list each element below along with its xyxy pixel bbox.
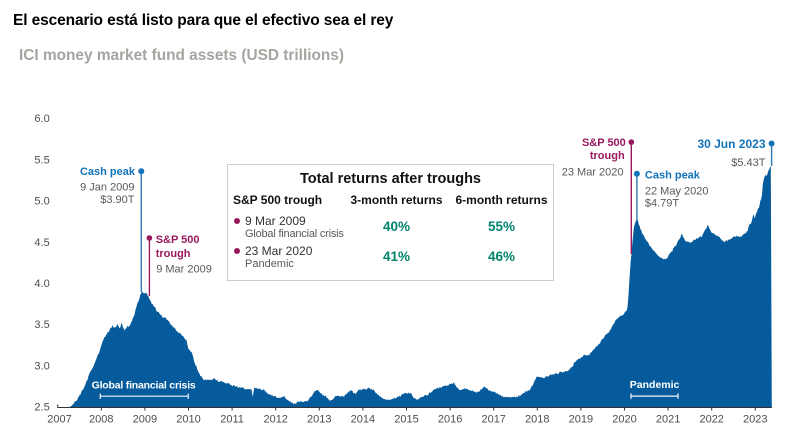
- svg-text:trough: trough: [156, 248, 191, 260]
- svg-text:2015: 2015: [394, 414, 418, 426]
- svg-text:trough: trough: [590, 150, 625, 162]
- svg-text:2.5: 2.5: [34, 402, 49, 414]
- svg-text:S&P 500: S&P 500: [156, 234, 200, 246]
- svg-text:3.0: 3.0: [34, 360, 49, 372]
- svg-text:2022: 2022: [699, 414, 723, 426]
- svg-text:$5.43T: $5.43T: [731, 157, 766, 169]
- svg-text:Cash peak: Cash peak: [80, 166, 136, 178]
- svg-text:2021: 2021: [656, 414, 680, 426]
- svg-text:22 May 2020: 22 May 2020: [645, 186, 709, 198]
- svg-text:2023: 2023: [743, 414, 767, 426]
- svg-text:3.5: 3.5: [34, 319, 49, 331]
- svg-text:2019: 2019: [569, 414, 593, 426]
- svg-text:30 Jun 2023: 30 Jun 2023: [697, 137, 765, 151]
- svg-text:2011: 2011: [220, 414, 244, 426]
- svg-text:4.0: 4.0: [34, 278, 49, 290]
- svg-text:4.5: 4.5: [34, 237, 49, 249]
- svg-text:6.0: 6.0: [34, 113, 49, 125]
- svg-text:Pandemic: Pandemic: [630, 379, 680, 391]
- svg-text:2017: 2017: [481, 414, 505, 426]
- svg-text:$3.90T: $3.90T: [100, 194, 135, 206]
- svg-text:2009: 2009: [133, 414, 157, 426]
- svg-text:S&P 500: S&P 500: [582, 137, 626, 149]
- svg-text:5.0: 5.0: [34, 196, 49, 208]
- svg-text:23 Mar 2020: 23 Mar 2020: [562, 166, 624, 178]
- svg-text:9 Mar 2009: 9 Mar 2009: [156, 264, 212, 276]
- svg-text:2020: 2020: [612, 414, 636, 426]
- svg-text:2007: 2007: [47, 414, 71, 426]
- svg-text:2016: 2016: [438, 414, 462, 426]
- svg-text:2013: 2013: [307, 414, 331, 426]
- svg-text:2014: 2014: [351, 414, 375, 426]
- svg-text:9 Jan 2009: 9 Jan 2009: [80, 181, 134, 193]
- svg-text:Global financial crisis: Global financial crisis: [92, 379, 196, 391]
- svg-text:2012: 2012: [263, 414, 287, 426]
- svg-text:5.5: 5.5: [34, 154, 49, 166]
- svg-text:2018: 2018: [525, 414, 549, 426]
- svg-text:$4.79T: $4.79T: [645, 198, 680, 210]
- svg-text:2008: 2008: [89, 414, 113, 426]
- svg-text:Cash peak: Cash peak: [645, 169, 701, 181]
- svg-text:2010: 2010: [176, 414, 200, 426]
